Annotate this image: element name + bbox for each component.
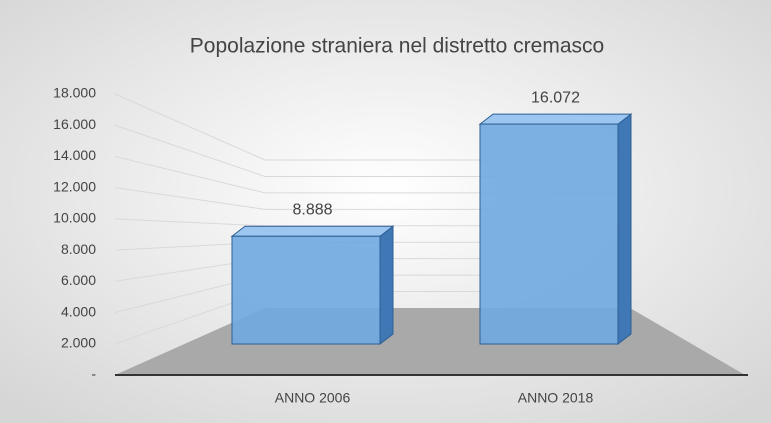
bar [479,123,619,345]
y-tick-label: 4.000 [61,303,96,319]
chart-title: Popolazione straniera nel distretto crem… [190,35,604,58]
bar-side [617,113,632,346]
y-tick-label: - [91,366,96,382]
y-tick-label: 2.000 [61,334,96,350]
value-label: 8.888 [292,201,332,218]
bars [230,113,633,346]
y-tick-label: 18.000 [53,85,96,101]
value-label: 16.072 [531,89,580,106]
y-tick-label: 6.000 [61,272,96,288]
bar-top [478,113,633,125]
bar-top [230,225,395,237]
y-tick-label: 16.000 [53,116,96,132]
y-tick-label: 12.000 [53,178,96,194]
y-tick-label: 10.000 [53,210,96,226]
y-tick-label: 8.000 [61,241,96,257]
bar [231,235,381,345]
y-tick-label: 14.000 [53,147,96,163]
x-tick-label: ANNO 2006 [275,390,351,406]
x-tick-label: ANNO 2018 [518,390,594,406]
bar-side [379,225,394,346]
